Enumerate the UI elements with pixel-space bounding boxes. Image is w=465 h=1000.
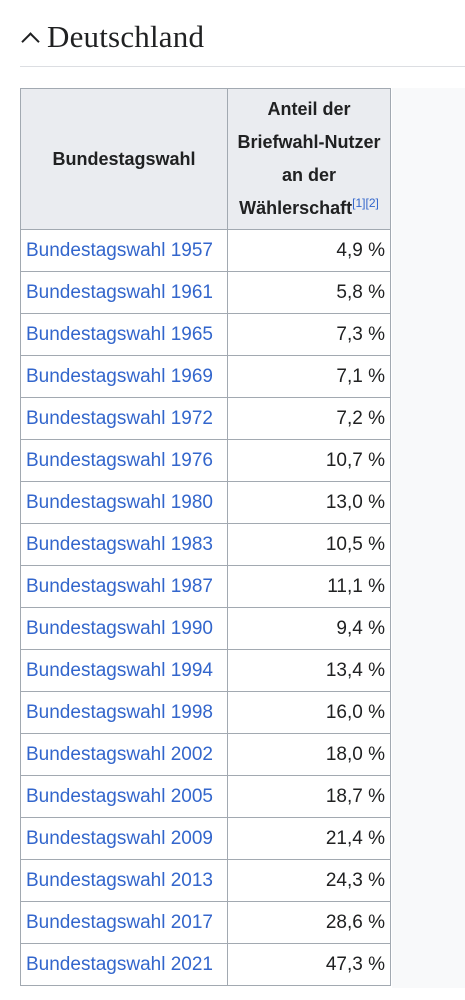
section-header[interactable]: Deutschland <box>20 8 465 66</box>
table-row: Bundestagswahl 1965 7,3 % <box>20 313 391 356</box>
header-line-1: Anteil der <box>267 99 351 119</box>
table-row: Bundestagswahl 1980 13,0 % <box>20 481 391 524</box>
election-link[interactable]: Bundestagswahl 1990 <box>20 607 228 650</box>
briefwahl-share-value: 16,0 % <box>227 691 391 734</box>
table-row: Bundestagswahl 2009 21,4 % <box>20 817 391 860</box>
header-line-2: Briefwahl-Nutzer <box>237 132 381 152</box>
election-link[interactable]: Bundestagswahl 1969 <box>20 355 228 398</box>
table-row: Bundestagswahl 1957 4,9 % <box>20 229 391 272</box>
election-link[interactable]: Bundestagswahl 2005 <box>20 775 228 818</box>
table-row: Bundestagswahl 2002 18,0 % <box>20 733 391 776</box>
section-divider <box>20 66 465 67</box>
briefwahl-share-value: 47,3 % <box>227 943 391 986</box>
header-bundestagswahl[interactable]: Bundestagswahl <box>20 88 228 230</box>
briefwahl-share-value: 18,7 % <box>227 775 391 818</box>
briefwahl-share-value: 18,0 % <box>227 733 391 776</box>
table-row: Bundestagswahl 2013 24,3 % <box>20 859 391 902</box>
election-link[interactable]: Bundestagswahl 1998 <box>20 691 228 734</box>
header-line-3: an der <box>281 165 337 185</box>
briefwahl-table: Bundestagswahl Anteil der Briefwahl-Nutz… <box>20 88 391 986</box>
table-body: Bundestagswahl 1957 4,9 % Bundestagswahl 1… <box>20 229 391 986</box>
briefwahl-share-value: 13,0 % <box>227 481 391 524</box>
briefwahl-share-value: 24,3 % <box>227 859 391 902</box>
briefwahl-share-value: 5,8 % <box>227 271 391 314</box>
table-row: Bundestagswahl 1961 5,8 % <box>20 271 391 314</box>
table-row: Bundestagswahl 1994 13,4 % <box>20 649 391 692</box>
table-row: Bundestagswahl 1998 16,0 % <box>20 691 391 734</box>
election-link[interactable]: Bundestagswahl 2021 <box>20 943 228 986</box>
table-row: Bundestagswahl 2021 47,3 % <box>20 943 391 986</box>
table-row: Bundestagswahl 1976 10,7 % <box>20 439 391 482</box>
briefwahl-share-value: 21,4 % <box>227 817 391 860</box>
election-link[interactable]: Bundestagswahl 2013 <box>20 859 228 902</box>
briefwahl-share-value: 4,9 % <box>227 229 391 272</box>
election-link[interactable]: Bundestagswahl 1976 <box>20 439 228 482</box>
reference-link-2[interactable]: [2] <box>365 196 379 210</box>
table-row: Bundestagswahl 1987 11,1 % <box>20 565 391 608</box>
chevron-up-icon[interactable] <box>21 31 40 51</box>
briefwahl-share-value: 7,2 % <box>227 397 391 440</box>
table-row: Bundestagswahl 1972 7,2 % <box>20 397 391 440</box>
election-link[interactable]: Bundestagswahl 1994 <box>20 649 228 692</box>
election-link[interactable]: Bundestagswahl 1983 <box>20 523 228 566</box>
election-link[interactable]: Bundestagswahl 1957 <box>20 229 228 272</box>
table-row: Bundestagswahl 1983 10,5 % <box>20 523 391 566</box>
election-link[interactable]: Bundestagswahl 2009 <box>20 817 228 860</box>
reference-link-1[interactable]: [1] <box>352 196 366 210</box>
header-line-4: Wählerschaft <box>239 198 353 218</box>
header-briefwahl-anteil[interactable]: Anteil der Briefwahl-Nutzer an der Wähle… <box>227 88 391 230</box>
table-header-row: Bundestagswahl Anteil der Briefwahl-Nutz… <box>20 88 391 230</box>
briefwahl-share-value: 7,3 % <box>227 313 391 356</box>
table-row: Bundestagswahl 2005 18,7 % <box>20 775 391 818</box>
briefwahl-share-value: 10,7 % <box>227 439 391 482</box>
election-link[interactable]: Bundestagswahl 2002 <box>20 733 228 776</box>
table-row: Bundestagswahl 1990 9,4 % <box>20 607 391 650</box>
briefwahl-share-value: 28,6 % <box>227 901 391 944</box>
briefwahl-share-value: 11,1 % <box>227 565 391 608</box>
table-row: Bundestagswahl 2017 28,6 % <box>20 901 391 944</box>
election-link[interactable]: Bundestagswahl 1965 <box>20 313 228 356</box>
section-title: Deutschland <box>47 19 205 54</box>
briefwahl-share-value: 10,5 % <box>227 523 391 566</box>
briefwahl-share-value: 7,1 % <box>227 355 391 398</box>
briefwahl-share-value: 9,4 % <box>227 607 391 650</box>
election-link[interactable]: Bundestagswahl 1987 <box>20 565 228 608</box>
election-link[interactable]: Bundestagswahl 1972 <box>20 397 228 440</box>
table-row: Bundestagswahl 1969 7,1 % <box>20 355 391 398</box>
election-link[interactable]: Bundestagswahl 1980 <box>20 481 228 524</box>
election-link[interactable]: Bundestagswahl 1961 <box>20 271 228 314</box>
election-link[interactable]: Bundestagswahl 2017 <box>20 901 228 944</box>
table-side-background <box>392 88 465 988</box>
briefwahl-share-value: 13,4 % <box>227 649 391 692</box>
